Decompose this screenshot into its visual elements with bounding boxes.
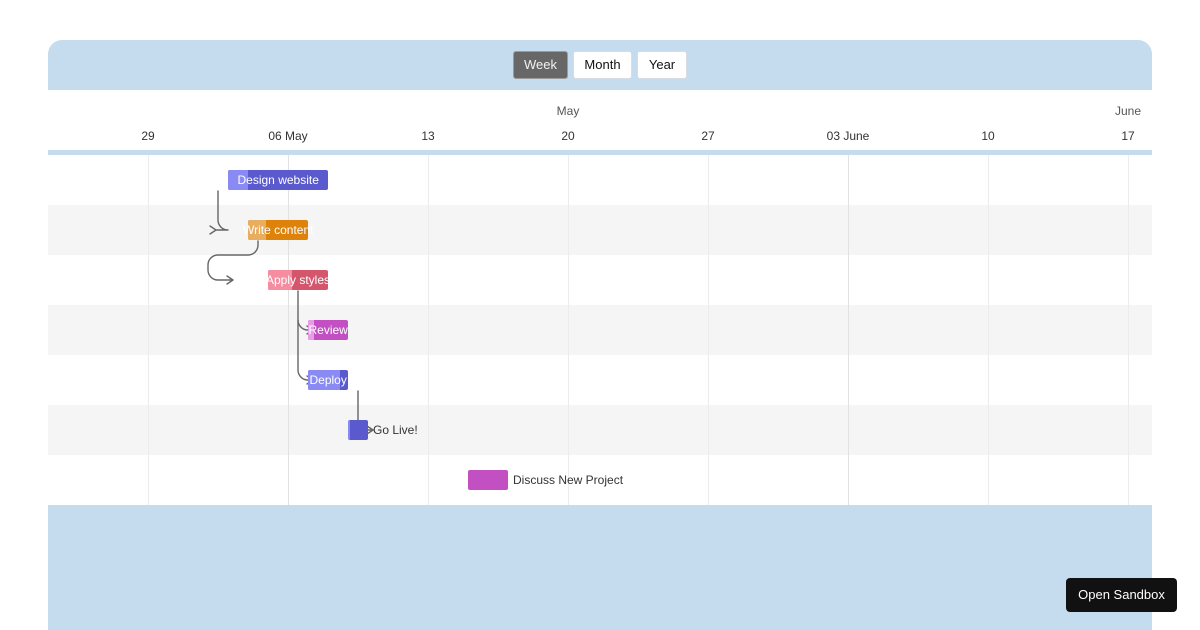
- task-progress: [308, 370, 340, 390]
- task-label: Apply styles: [266, 273, 331, 287]
- task-row: [48, 305, 1152, 355]
- day-label: 10: [981, 129, 995, 143]
- task-label: Design website: [237, 173, 319, 187]
- grid-line: [848, 155, 849, 505]
- day-label: 13: [421, 129, 435, 143]
- month-label: June: [1114, 104, 1142, 118]
- task-bar-fill: [228, 170, 328, 190]
- task-bar-fill: [348, 420, 368, 440]
- task-label: Write content: [243, 223, 314, 237]
- grid-line: [1128, 155, 1129, 505]
- task-bar[interactable]: [268, 270, 328, 290]
- grid-line: [288, 155, 289, 505]
- dependency-arrows: [207, 190, 374, 435]
- grid-line: [428, 155, 429, 505]
- task-progress: [228, 170, 248, 190]
- grid-line: [708, 155, 709, 505]
- day-label: 17: [1121, 129, 1135, 143]
- task-bar[interactable]: [348, 420, 368, 440]
- month-label: May: [556, 104, 580, 118]
- timeline-header: May June 29 06 May 13 20 27 03 June 10 1…: [48, 90, 1152, 150]
- task-progress: [268, 270, 292, 290]
- day-label: 29: [141, 129, 155, 143]
- week-view-button[interactable]: Week: [513, 51, 568, 79]
- task-label: Deploy: [309, 373, 347, 387]
- grid-line: [568, 155, 569, 505]
- gantt-chart: Week Month Year May June 29 06 May 13 20…: [48, 40, 1152, 630]
- view-mode-toolbar: Week Month Year: [48, 40, 1152, 90]
- grid-line: [988, 155, 989, 505]
- task-bar[interactable]: [228, 170, 328, 190]
- task-bar[interactable]: [308, 370, 348, 390]
- task-bar[interactable]: [468, 470, 508, 490]
- dependency-arrow: [209, 190, 229, 235]
- task-row: [48, 205, 1152, 255]
- task-row: [48, 405, 1152, 455]
- task-bar-fill: [308, 320, 348, 340]
- grid-line: [148, 155, 149, 505]
- task-label: Discuss New Project: [513, 473, 624, 487]
- task-progress: [308, 320, 314, 340]
- task-progress: [348, 420, 350, 440]
- task-label: Go Live!: [373, 423, 418, 437]
- day-label: 06 May: [268, 129, 308, 143]
- task-bar-fill: [468, 470, 508, 490]
- task-bar[interactable]: [308, 320, 348, 340]
- task-bar[interactable]: [248, 220, 308, 240]
- header-divider: [48, 150, 1152, 155]
- month-view-button[interactable]: Month: [573, 51, 632, 79]
- task-label: Review: [308, 323, 348, 337]
- year-view-button[interactable]: Year: [637, 51, 687, 79]
- day-label: 03 June: [826, 129, 870, 143]
- gantt-body: Design website Write content Apply styles R…: [48, 155, 1152, 505]
- dependency-arrow: [207, 240, 259, 285]
- open-sandbox-button[interactable]: Open Sandbox: [1066, 578, 1177, 612]
- task-progress: [248, 220, 266, 240]
- day-label: 27: [701, 129, 715, 143]
- day-label: 20: [561, 129, 575, 143]
